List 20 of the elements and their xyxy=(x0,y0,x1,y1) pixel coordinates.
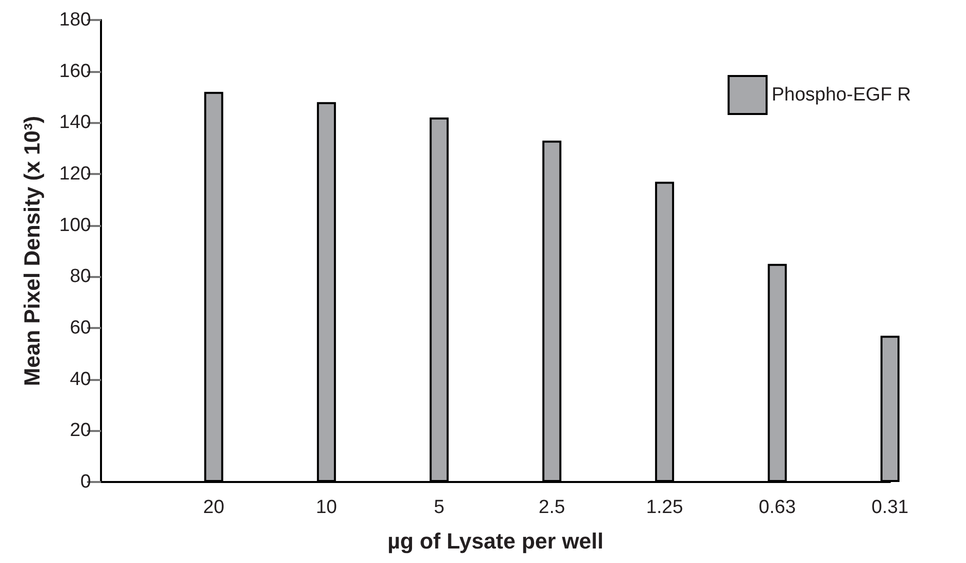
x-tick-label: 0.31 xyxy=(872,497,908,518)
x-tick-label: 2.5 xyxy=(538,497,566,518)
y-tick-label: 40 xyxy=(70,368,91,390)
x-tick-label: 1.25 xyxy=(646,497,684,518)
x-axis-title: µg of Lysate per well xyxy=(387,528,604,554)
y-tick-label: 80 xyxy=(70,266,91,288)
y-tick-label: 20 xyxy=(70,420,91,442)
x-tick-label: 10 xyxy=(316,497,337,518)
y-tick-label: 140 xyxy=(59,112,91,134)
x-tick-label: 20 xyxy=(203,497,224,518)
y-tick-label: 180 xyxy=(59,10,91,30)
y-tick-label: 60 xyxy=(70,318,91,338)
x-tick-label: 5 xyxy=(434,497,444,518)
y-tick-label: 120 xyxy=(59,164,91,184)
y-tick-label: 160 xyxy=(59,60,91,82)
legend-label: Phospho-EGF R xyxy=(772,84,912,106)
y-tick-label: 0 xyxy=(80,472,91,492)
x-tick-label: 0.63 xyxy=(758,497,796,518)
y-axis-title: Mean Pixel Density (x 10³) xyxy=(20,116,44,386)
y-tick-label: 100 xyxy=(59,214,91,236)
